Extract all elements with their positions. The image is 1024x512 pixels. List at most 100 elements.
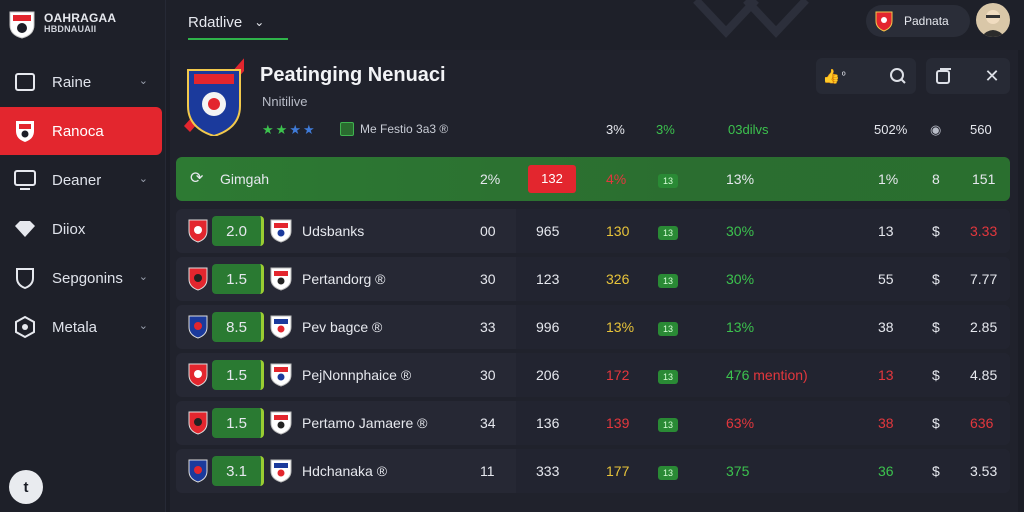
table-row[interactable]: 8.5 Pev bagce ® 33 996 13% 13 13% 38 $ 2… (176, 305, 1010, 349)
star-icon: ★ (275, 122, 288, 137)
profile-menu[interactable]: Padnata (866, 5, 970, 37)
club-crest-icon (875, 11, 893, 32)
star-icon: ★ (302, 122, 315, 137)
copy-icon (936, 68, 951, 84)
row-name: PejNonnphaice ® (302, 367, 412, 383)
chevron-down-icon: ⌄ (138, 75, 148, 87)
row-name: Gimgah (220, 171, 270, 187)
club-crest-icon (270, 459, 292, 483)
score-badge: 1.5 (212, 408, 264, 438)
score-badge: 1.5 (212, 360, 264, 390)
search-button[interactable] (880, 58, 916, 94)
square-icon (12, 69, 38, 95)
club-crest-icon (9, 11, 35, 39)
row-c8: 7.77 (970, 271, 998, 287)
team-crest-icon (184, 58, 244, 136)
like-button[interactable]: 👍 º (816, 58, 852, 94)
row-c4-badge: 13 (658, 367, 678, 384)
rating-stars: ★ ★ ★ ★ (262, 122, 315, 138)
row-c8: 2.85 (970, 319, 998, 335)
brand-line-2: HBDNAUAII (44, 24, 97, 34)
sidebar-item-label: Sepgonins (52, 269, 123, 287)
row-c1: 30 (480, 367, 496, 383)
row-c7: $ (932, 415, 940, 431)
row-c2: 206 (536, 367, 560, 383)
sidebar-item-raine[interactable]: Raine ⌄ (0, 58, 162, 106)
close-button[interactable]: ✕ (974, 58, 1010, 94)
score-badge: 3.1 (212, 456, 264, 486)
header-stat-1: 3% (606, 122, 625, 137)
row-c8: 3.33 (970, 223, 998, 239)
row-c1: 33 (480, 319, 496, 335)
table-row[interactable]: 3.1 Hdchanaka ® 11 333 177 13 375 36 $ 3… (176, 449, 1010, 493)
rank-crest-icon (188, 363, 208, 387)
team-subtitle: Nnitilive (262, 94, 308, 109)
row-c2: 132 (528, 165, 576, 193)
row-name: Udsbanks (302, 223, 365, 239)
sidebar-item-diiox[interactable]: Diiox (0, 205, 162, 253)
view-select[interactable]: Rdatlive ⌄ (188, 8, 288, 40)
sidebar-item-ranoca[interactable]: Ranoca (0, 107, 162, 155)
row-name: Hdchanaka ® (302, 463, 388, 479)
sidebar-item-label: Ranoca (52, 122, 104, 140)
row-c3: 177 (606, 463, 630, 479)
row-c7: $ (932, 271, 940, 287)
search-icon (890, 68, 906, 84)
row-split (516, 257, 1010, 301)
sidebar-item-deaner[interactable]: Deaner ⌄ (0, 156, 162, 204)
header-stat-2: 3% (656, 122, 675, 137)
tag-icon (340, 122, 354, 136)
row-c7: $ (932, 223, 940, 239)
help-badge[interactable]: t (9, 470, 43, 504)
sidebar-item-metala[interactable]: Metala ⌄ (0, 303, 162, 351)
row-c8: 151 (972, 171, 996, 187)
row-c7: $ (932, 367, 940, 383)
eye-icon[interactable]: ◉ (930, 122, 942, 137)
row-c4-badge: 13 (658, 223, 678, 240)
row-c2: 965 (536, 223, 560, 239)
row-c1: 30 (480, 271, 496, 287)
row-c2: 996 (536, 319, 560, 335)
row-c7: 8 (932, 171, 940, 187)
club-crest-icon (270, 315, 292, 339)
sidebar-item-sepgonins[interactable]: Sepgonins ⌄ (0, 254, 162, 302)
star-icon: ★ (262, 122, 274, 137)
row-name: Pertamo Jamaere ® (302, 415, 428, 431)
row-c1: 2% (480, 171, 501, 187)
close-icon: ✕ (984, 65, 1000, 86)
row-split (516, 353, 1010, 397)
sidebar-item-label: Deaner (52, 171, 102, 189)
row-split (516, 449, 1010, 493)
club-crest-icon (12, 118, 38, 144)
sidebar-item-label: Metala (52, 318, 98, 336)
avatar[interactable] (976, 3, 1010, 37)
row-c2: 136 (536, 415, 560, 431)
rank-crest-icon (188, 267, 208, 291)
topbar: Rdatlive ⌄ Padnata (166, 0, 1024, 50)
table-row[interactable]: 1.5 Pertamo Jamaere ® 34 136 139 13 63% … (176, 401, 1010, 445)
row-name: Pertandorg ® (302, 271, 386, 287)
table-row-highlight[interactable]: ⟳ Gimgah 2% 132 4% 13 13% 1% 8 151 (176, 157, 1010, 201)
table-row[interactable]: 2.0 Udsbanks 00 965 130 13 30% 13 $ 3.33 (176, 209, 1010, 253)
brand-line-1: OAHRAGAA (44, 11, 117, 25)
copy-button[interactable] (926, 58, 962, 94)
row-c3: 326 (606, 271, 630, 287)
team-meta-text: Me Festio 3a3 ® (360, 122, 449, 136)
sidebar-nav: Raine ⌄ Ranoca Deaner ⌄ Diiox Se (0, 58, 166, 352)
table-row[interactable]: 1.5 Pertandorg ® 30 123 326 13 30% 55 $ … (176, 257, 1010, 301)
chevron-down-icon: ⌄ (254, 15, 265, 29)
row-c3: 130 (606, 223, 630, 239)
brand-logo[interactable]: OAHRAGAA HBDNAUAII (8, 4, 158, 44)
row-c5: 63% (726, 415, 755, 431)
score-badge: 8.5 (212, 312, 264, 342)
row-c1: 00 (480, 223, 496, 239)
action-group: 👍 º (816, 58, 916, 94)
chevron-down-icon: ⌄ (138, 320, 148, 332)
table-row[interactable]: 1.5 PejNonnphaice ® 30 206 172 13 476 me… (176, 353, 1010, 397)
rank-crest-icon (188, 459, 208, 483)
monitor-icon (12, 167, 38, 193)
sidebar-item-label: Diiox (52, 220, 86, 238)
row-c3: 139 (606, 415, 630, 431)
club-crest-icon (270, 411, 292, 435)
diamond-icon (12, 216, 38, 242)
